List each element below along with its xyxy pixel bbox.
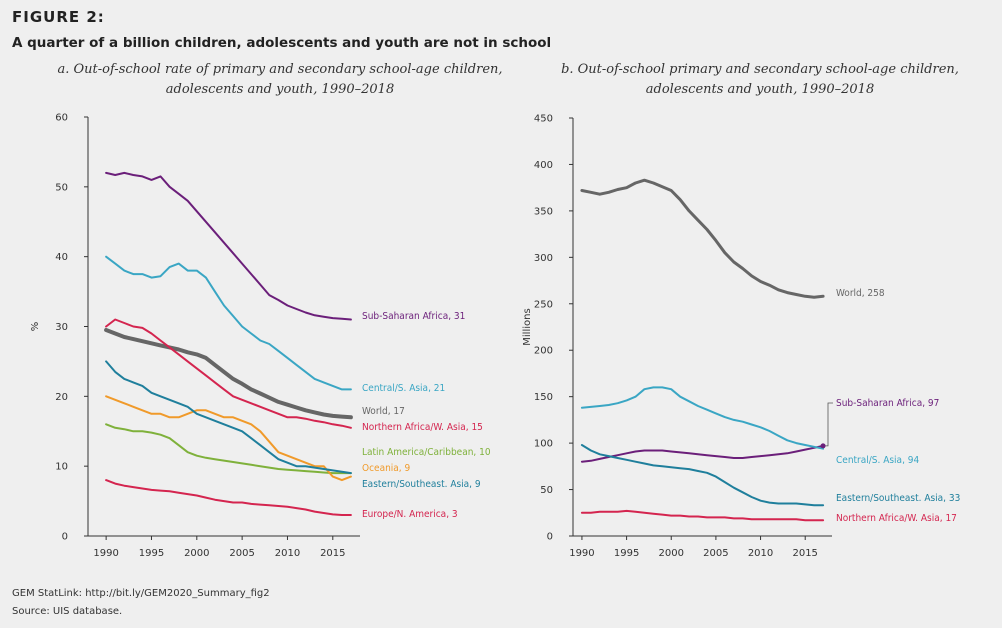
y-tick-label: 60 — [55, 113, 68, 124]
series-label: Latin America/Caribbean, 10 — [362, 447, 491, 458]
x-tick-label: 1995 — [139, 548, 164, 559]
y-tick-label: 250 — [534, 299, 553, 310]
x-tick-label: 1990 — [93, 548, 118, 559]
series-line — [580, 444, 825, 463]
y-tick-label: 450 — [534, 114, 553, 125]
series-label: Oceania, 9 — [362, 463, 411, 474]
series-line — [104, 328, 353, 420]
chart-b-subtitle: b. Out-of-school primary and secondary s… — [530, 60, 990, 100]
figure-title: A quarter of a billion children, adolesc… — [12, 35, 552, 51]
x-tick-label: 1995 — [614, 548, 639, 559]
label-leader — [825, 402, 833, 447]
series-line — [105, 423, 352, 475]
series-label: Central/S. Asia, 94 — [836, 455, 920, 466]
x-tick-label: 2010 — [748, 548, 773, 559]
series-label: Eastern/Southeast. Asia, 9 — [362, 479, 481, 490]
x-tick-label: 2010 — [275, 548, 300, 559]
end-marker — [820, 443, 826, 449]
y-tick-label: 100 — [534, 439, 553, 450]
series-label: Sub-Saharan Africa, 97 — [836, 398, 939, 409]
chart-b: 0 50 100 150 200 250 300 350 400 450 1990 1995 2000 2… — [522, 114, 960, 560]
figure-label: FIGURE 2: — [12, 8, 105, 26]
x-tick-label: 2000 — [659, 548, 684, 559]
y-tick-label: 0 — [547, 532, 553, 543]
x-tick-label: 2005 — [703, 548, 728, 559]
chart-a: 0 10 20 30 40 50 60 1990 1995 2000 2005 2010 2015% Su… — [30, 113, 491, 560]
series-label: Northern Africa/W. Asia, 15 — [362, 422, 483, 433]
y-tick-label: 0 — [62, 532, 68, 543]
series-line — [105, 360, 352, 475]
chart-a-subtitle-line2: adolescents and youth, 1990–2018 — [165, 82, 395, 97]
x-tick-label: 2005 — [229, 548, 254, 559]
x-tick-label: 2015 — [320, 548, 345, 559]
series-line — [105, 318, 352, 429]
y-tick-label: 10 — [55, 462, 68, 473]
series-line — [105, 395, 352, 482]
x-tick-label: 2000 — [184, 548, 209, 559]
y-tick-label: 300 — [534, 253, 553, 264]
series-label: Central/S. Asia, 21 — [362, 383, 445, 394]
statlink-text: GEM StatLink: http://bit.ly/GEM2020_Summ… — [12, 588, 270, 599]
series-line — [580, 178, 825, 299]
y-tick-label: 400 — [534, 160, 553, 171]
series-line — [580, 444, 825, 507]
series-label: Sub-Saharan Africa, 31 — [362, 311, 465, 322]
chart-b-subtitle-line2: adolescents and youth, 1990–2018 — [645, 82, 875, 97]
x-tick-label: 2015 — [792, 548, 817, 559]
chart-a-subtitle: a. Out-of-school rate of primary and sec… — [20, 60, 540, 100]
y-tick-label: 40 — [55, 252, 68, 263]
y-tick-label: 30 — [55, 322, 68, 333]
series-label: Eastern/Southeast. Asia, 33 — [836, 493, 960, 504]
series-line — [105, 255, 352, 391]
series-label: World, 258 — [836, 288, 885, 299]
chart-a-subtitle-line1: a. Out-of-school rate of primary and sec… — [57, 62, 503, 77]
series-label: Northern Africa/W. Asia, 17 — [836, 513, 957, 524]
series-label: World, 17 — [362, 406, 405, 417]
series-line — [580, 509, 825, 522]
series-line — [580, 386, 825, 450]
x-tick-label: 1990 — [569, 548, 594, 559]
y-axis-label: Millions — [522, 308, 533, 345]
series-line — [105, 479, 352, 516]
y-tick-label: 20 — [55, 392, 68, 403]
chart-b-subtitle-line1: b. Out-of-school primary and secondary s… — [561, 62, 959, 77]
source-text: Source: UIS database. — [12, 606, 123, 617]
y-tick-label: 350 — [534, 206, 553, 217]
y-tick-label: 150 — [534, 392, 553, 403]
y-tick-label: 50 — [55, 182, 68, 193]
series-label: Europe/N. America, 3 — [362, 509, 458, 520]
y-axis-label: % — [30, 322, 41, 332]
y-tick-label: 200 — [534, 346, 553, 357]
y-tick-label: 50 — [540, 485, 553, 496]
series-line — [105, 171, 352, 321]
